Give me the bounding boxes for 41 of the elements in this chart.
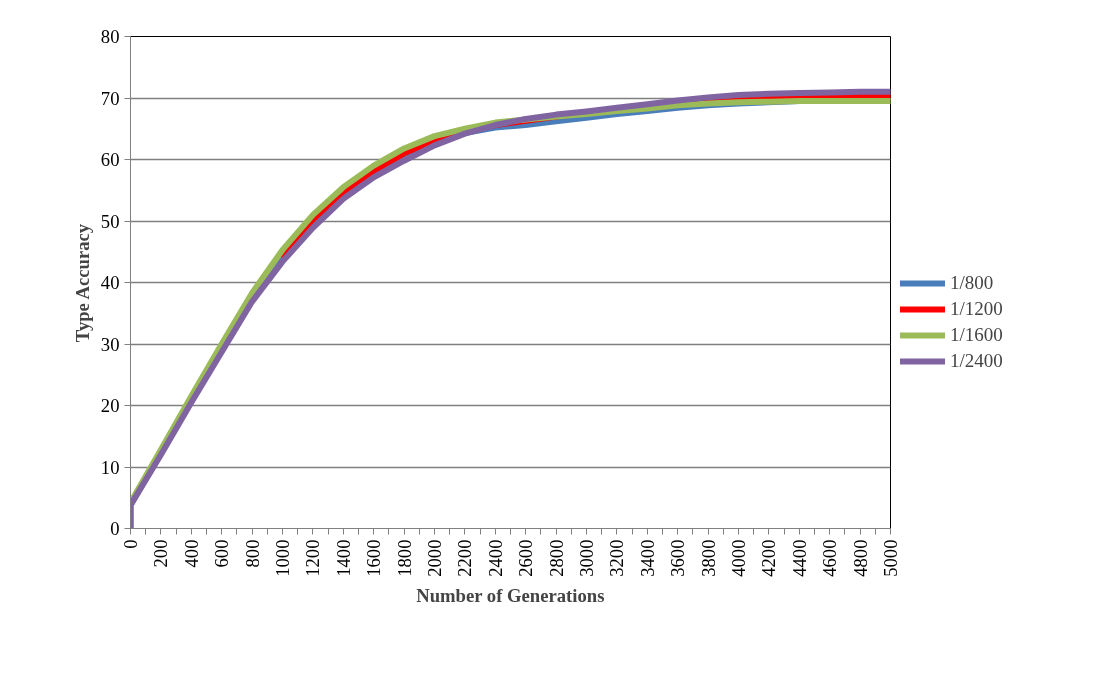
x-tick-label: 2800 xyxy=(545,539,567,577)
y-tick-label: 70 xyxy=(100,87,120,109)
x-tick-label: 1400 xyxy=(332,539,354,577)
y-tick-label: 80 xyxy=(100,26,120,47)
x-tick-label: 0 xyxy=(120,539,141,549)
x-tick-label: 3000 xyxy=(576,539,597,577)
legend-label: 1/1200 xyxy=(950,298,1003,320)
y-tick-label: 30 xyxy=(100,333,120,355)
x-tick-label: 3800 xyxy=(697,539,719,577)
x-tick-label: 2200 xyxy=(454,539,476,577)
x-tick-label: 3400 xyxy=(636,539,658,577)
x-tick-label: 800 xyxy=(241,539,263,568)
x-tick-label: 3600 xyxy=(667,539,689,577)
x-tick-label: 1800 xyxy=(393,539,415,577)
y-tick-label: 10 xyxy=(100,456,120,478)
x-tick-label: 4600 xyxy=(819,539,841,577)
y-tick-label: 40 xyxy=(100,272,120,293)
x-tick-label: 600 xyxy=(211,539,233,568)
x-tick-label: 400 xyxy=(180,539,202,568)
x-tick-label: 4000 xyxy=(728,539,749,577)
legend-label: 1/800 xyxy=(950,272,994,294)
x-tick-label: 1200 xyxy=(302,539,324,577)
y-tick-label: 50 xyxy=(100,210,120,232)
x-tick-label: 1000 xyxy=(272,539,293,577)
y-tick-label: 60 xyxy=(100,149,120,170)
x-tick-label: 5000 xyxy=(880,539,901,577)
x-tick-label: 4800 xyxy=(849,539,871,577)
x-tick-label: 2400 xyxy=(484,539,506,577)
x-tick-label: 2600 xyxy=(515,539,537,577)
x-tick-label: 200 xyxy=(150,539,172,568)
x-tick-label: 4200 xyxy=(758,539,780,577)
legend-label: 1/1600 xyxy=(950,324,1003,346)
x-tick-label: 3200 xyxy=(606,539,628,577)
x-tick-label: 2000 xyxy=(424,539,445,577)
x-tick-label: 4400 xyxy=(788,539,810,577)
x-axis-title: Number of Generations xyxy=(416,584,605,606)
y-axis-title: Type Accuracy xyxy=(71,223,93,343)
y-tick-label: 20 xyxy=(100,395,120,416)
x-tick-label: 1600 xyxy=(363,539,385,577)
y-tick-label: 0 xyxy=(110,518,120,539)
legend-label: 1/2400 xyxy=(950,350,1003,372)
